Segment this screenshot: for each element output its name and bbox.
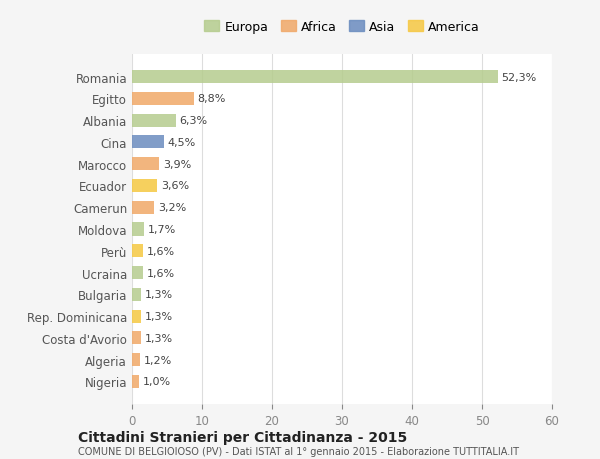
Text: Cittadini Stranieri per Cittadinanza - 2015: Cittadini Stranieri per Cittadinanza - 2… bbox=[78, 430, 407, 444]
Bar bbox=[132, 223, 144, 236]
Text: 1,6%: 1,6% bbox=[146, 246, 175, 256]
Text: 6,3%: 6,3% bbox=[179, 116, 208, 126]
Text: 1,3%: 1,3% bbox=[145, 311, 173, 321]
Text: 8,8%: 8,8% bbox=[197, 94, 226, 104]
Text: 1,3%: 1,3% bbox=[145, 290, 173, 300]
Bar bbox=[132, 353, 140, 366]
Bar bbox=[132, 310, 141, 323]
Text: 1,7%: 1,7% bbox=[148, 224, 176, 235]
Bar bbox=[132, 201, 154, 214]
Text: 3,6%: 3,6% bbox=[161, 181, 189, 191]
Text: 52,3%: 52,3% bbox=[502, 73, 537, 83]
Text: 1,0%: 1,0% bbox=[143, 376, 170, 386]
Bar bbox=[132, 158, 160, 171]
Bar bbox=[132, 71, 498, 84]
Bar bbox=[132, 288, 141, 301]
Text: 1,6%: 1,6% bbox=[146, 268, 175, 278]
Bar bbox=[132, 331, 141, 345]
Bar bbox=[132, 375, 139, 388]
Bar bbox=[132, 136, 163, 149]
Bar bbox=[132, 179, 157, 193]
Text: 1,3%: 1,3% bbox=[145, 333, 173, 343]
Text: 1,2%: 1,2% bbox=[144, 355, 172, 365]
Bar bbox=[132, 114, 176, 128]
Text: COMUNE DI BELGIOIOSO (PV) - Dati ISTAT al 1° gennaio 2015 - Elaborazione TUTTITA: COMUNE DI BELGIOIOSO (PV) - Dati ISTAT a… bbox=[78, 447, 519, 456]
Text: 3,2%: 3,2% bbox=[158, 203, 186, 213]
Bar bbox=[132, 245, 143, 258]
Legend: Europa, Africa, Asia, America: Europa, Africa, Asia, America bbox=[199, 16, 485, 39]
Bar bbox=[132, 93, 194, 106]
Text: 3,9%: 3,9% bbox=[163, 159, 191, 169]
Text: 4,5%: 4,5% bbox=[167, 138, 195, 148]
Bar bbox=[132, 266, 143, 280]
